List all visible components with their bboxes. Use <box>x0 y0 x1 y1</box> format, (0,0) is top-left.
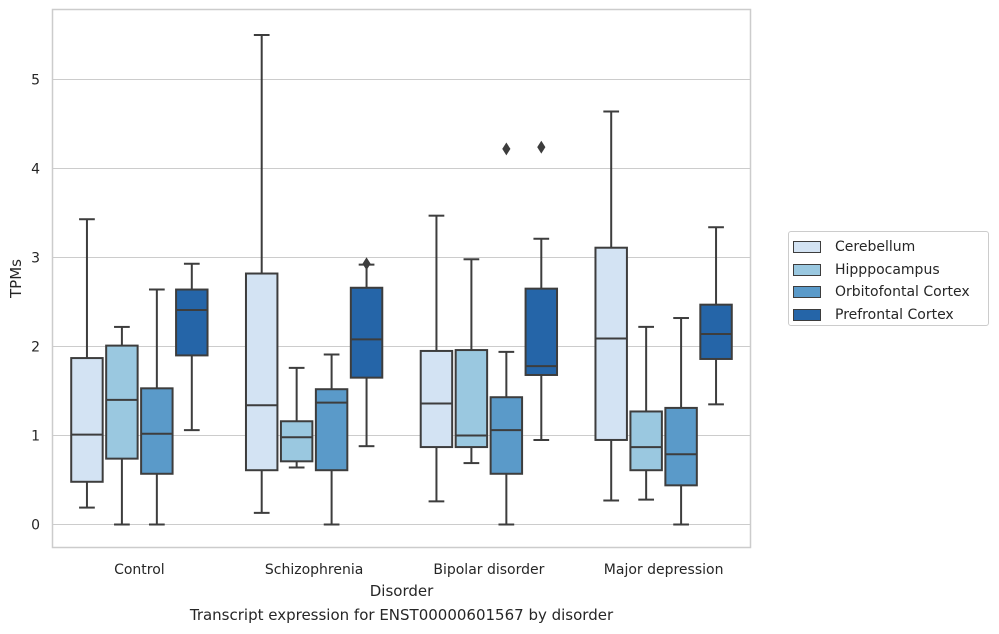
box <box>489 396 524 475</box>
x-tick-label: Major depression <box>604 562 724 578</box>
y-tick-label: 2 <box>31 340 40 356</box>
box <box>279 420 314 463</box>
x-tick-label: Bipolar disorder <box>433 562 544 578</box>
legend-label: Prefrontal Cortex <box>835 306 954 323</box>
box <box>349 286 384 379</box>
x-axis-label: Disorder <box>370 582 434 600</box>
legend-swatch <box>793 286 821 299</box>
box <box>629 410 663 472</box>
outlier-point <box>502 142 511 156</box>
y-tick-label: 3 <box>31 251 40 267</box>
y-tick-label: 0 <box>31 518 40 534</box>
y-tick-label: 4 <box>31 162 40 178</box>
outlier-point <box>537 140 546 154</box>
box <box>664 406 698 487</box>
x-tick-label: Schizophrenia <box>265 562 363 578</box>
plot-frame <box>51 8 752 549</box>
box <box>699 303 733 360</box>
legend-item: Prefrontal Cortex <box>793 304 988 327</box>
legend-swatch <box>793 308 821 321</box>
box <box>175 288 209 357</box>
x-tick-label: Control <box>114 562 165 578</box>
legend-item: Orbitofontal Cortex <box>793 281 988 304</box>
y-axis-label: TPMs <box>7 259 25 299</box>
legend-label: Orbitofontal Cortex <box>835 284 970 301</box>
legend-item: Hipppocampus <box>793 259 988 282</box>
box <box>105 344 139 460</box>
outlier-point <box>362 257 371 271</box>
legend-item: Cerebellum <box>793 236 988 259</box>
legend-label: Hipppocampus <box>835 261 940 278</box>
box <box>454 349 489 449</box>
legend-swatch <box>793 263 821 276</box>
box <box>524 287 559 376</box>
box <box>70 357 104 483</box>
box <box>314 388 349 472</box>
legend-label: Cerebellum <box>835 239 916 256</box>
y-tick-label: 5 <box>31 73 40 89</box>
y-tick-label: 1 <box>31 429 40 445</box>
box <box>419 349 454 449</box>
legend: Cerebellum Hipppocampus Orbitofontal Corte… <box>788 231 989 326</box>
box <box>140 387 174 475</box>
figure-caption: Transcript expression for ENST0000060156… <box>189 606 614 624</box>
box <box>244 272 279 472</box>
box <box>594 246 628 441</box>
legend-swatch <box>793 241 821 254</box>
